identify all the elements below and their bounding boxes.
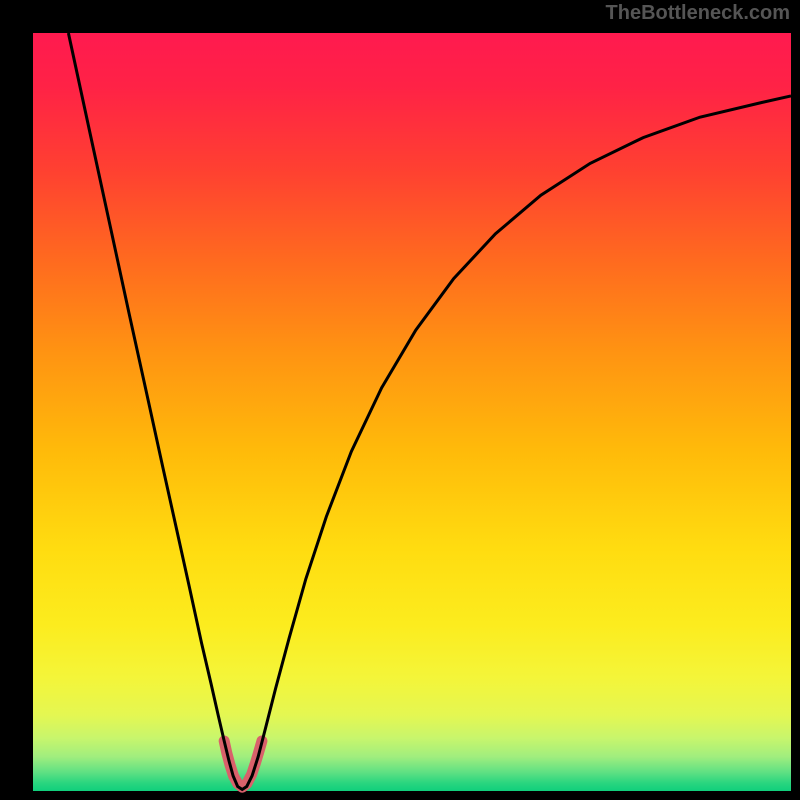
plot-area	[33, 33, 791, 791]
main-curve	[68, 33, 791, 789]
image-container: TheBottleneck.com	[0, 0, 800, 800]
watermark-text: TheBottleneck.com	[606, 2, 790, 25]
curve-overlay	[33, 33, 791, 791]
